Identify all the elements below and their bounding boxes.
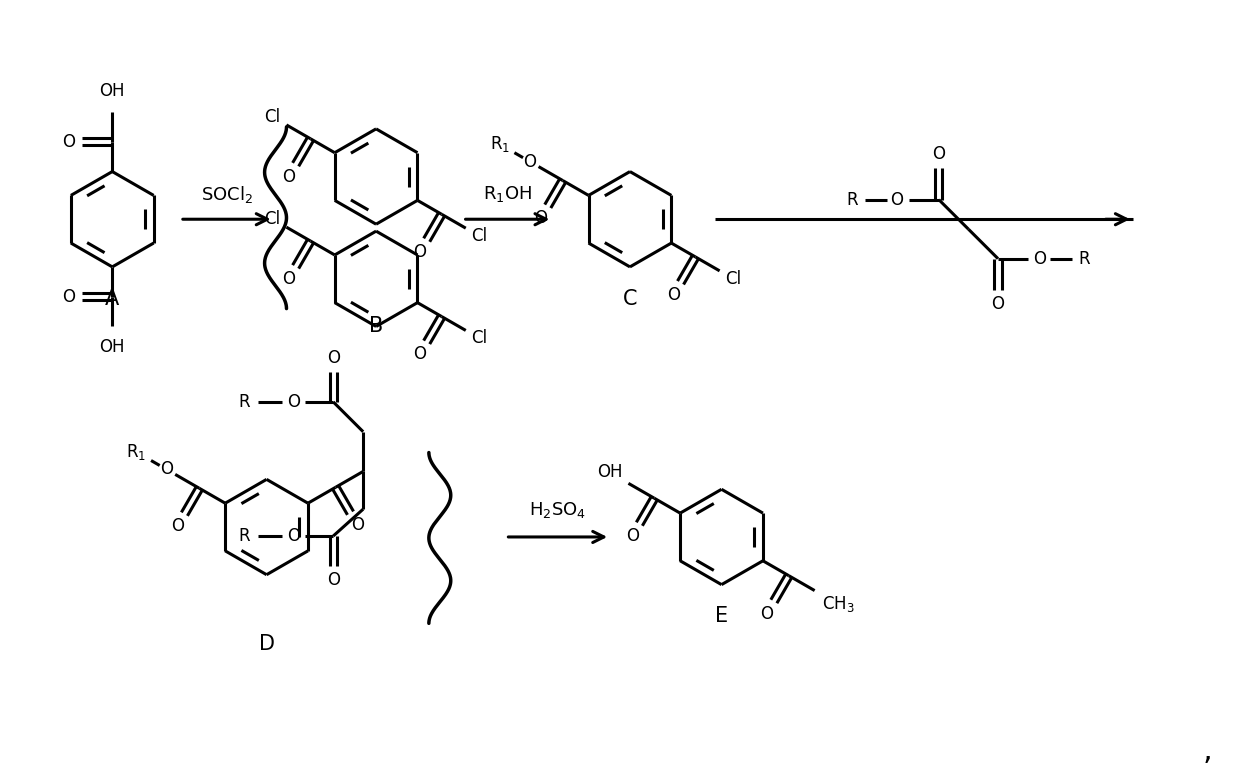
Text: O: O xyxy=(282,270,295,288)
Text: Cl: Cl xyxy=(472,330,488,348)
Text: O: O xyxy=(991,295,1005,313)
Text: O: O xyxy=(667,286,680,304)
Text: O: O xyxy=(414,345,426,363)
Text: O: O xyxy=(287,527,300,545)
Text: O: O xyxy=(287,393,300,411)
Text: CH$_3$: CH$_3$ xyxy=(823,594,855,615)
Text: R$_1$: R$_1$ xyxy=(126,442,146,462)
Text: D: D xyxy=(259,634,275,654)
Text: O: O xyxy=(891,191,903,209)
Text: R$_1$: R$_1$ xyxy=(489,134,509,154)
Text: OH: OH xyxy=(597,464,622,482)
Text: O: O xyxy=(761,604,773,622)
Text: Cl: Cl xyxy=(472,227,488,245)
Text: C: C xyxy=(623,289,637,309)
Text: Cl: Cl xyxy=(725,270,741,288)
Text: O: O xyxy=(160,460,173,478)
Text: B: B xyxy=(369,316,383,337)
Text: ,: , xyxy=(1203,736,1212,765)
Text: O: O xyxy=(282,168,295,186)
Text: OH: OH xyxy=(99,338,125,356)
Text: OH: OH xyxy=(99,82,125,100)
Text: Cl: Cl xyxy=(265,210,281,228)
Text: A: A xyxy=(105,289,119,309)
Text: SOCl$_2$: SOCl$_2$ xyxy=(201,184,253,205)
Text: O: O xyxy=(351,516,364,534)
Text: H$_2$SO$_4$: H$_2$SO$_4$ xyxy=(529,500,586,520)
Text: O: O xyxy=(327,349,339,367)
Text: R: R xyxy=(238,393,249,411)
Text: R: R xyxy=(846,191,859,209)
Text: O: O xyxy=(171,517,183,535)
Text: O: O xyxy=(1033,250,1046,268)
Text: O: O xyxy=(62,133,76,151)
Text: O: O xyxy=(933,145,945,163)
Text: O: O xyxy=(414,243,426,261)
Text: O: O xyxy=(523,153,536,171)
Text: Cl: Cl xyxy=(265,108,281,126)
Text: O: O xyxy=(534,209,548,227)
Text: O: O xyxy=(62,287,76,305)
Text: R: R xyxy=(1079,250,1090,268)
Text: O: O xyxy=(327,571,339,589)
Text: E: E xyxy=(715,606,729,626)
Text: R: R xyxy=(238,527,249,545)
Text: O: O xyxy=(626,527,639,545)
Text: R$_1$OH: R$_1$OH xyxy=(483,185,532,204)
